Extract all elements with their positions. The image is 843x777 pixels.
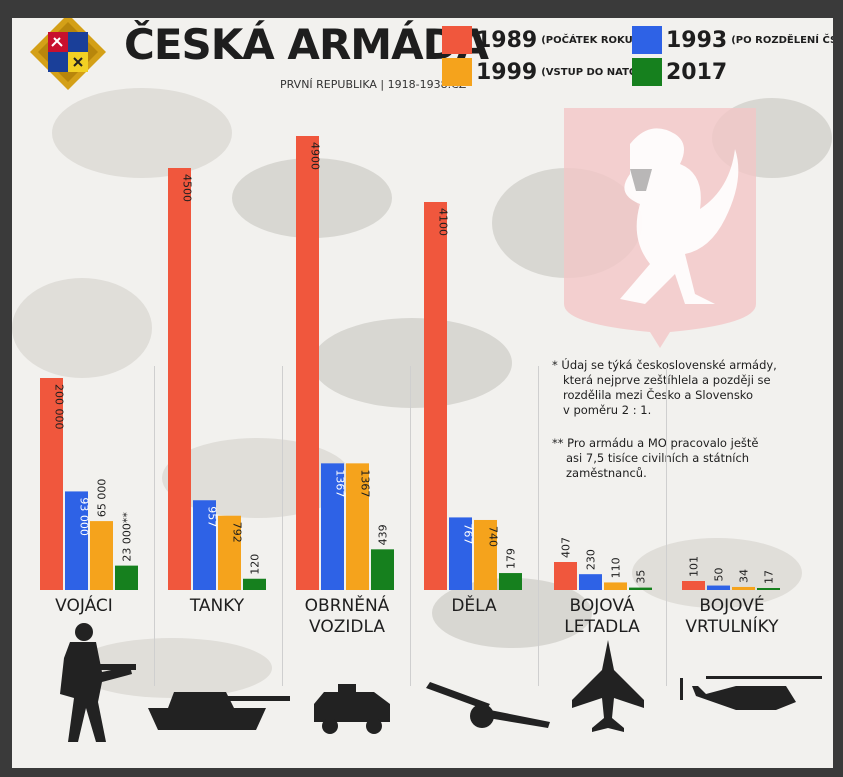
legend-note: (VSTUP DO NATO) — [541, 66, 643, 78]
lion-coat-of-arms-icon — [564, 108, 756, 348]
camo-shape — [12, 278, 152, 378]
value-label-tanky-1989: 4500 — [181, 174, 194, 202]
tank-icon — [148, 692, 290, 730]
bar-bojova-letadla-1993 — [579, 574, 602, 590]
value-label-bojova-letadla-1989: 407 — [560, 537, 573, 558]
value-label-vojaci-1989: 200 000 — [53, 384, 66, 430]
fighter-jet-icon — [572, 640, 644, 732]
legend-year: 2017 — [666, 59, 728, 85]
value-label-bojove-vrtulniky-1993: 50 — [713, 568, 726, 582]
bar-bojove-vrtulniky-2017 — [757, 588, 780, 590]
group-divider — [282, 366, 283, 686]
footnote-line: zaměstnanců. — [566, 466, 647, 480]
category-label-dela: DĚLA — [451, 596, 497, 616]
page-title: ČESKÁ ARMÁDA — [124, 20, 489, 69]
bar-bojova-letadla-2017 — [629, 587, 652, 590]
infographic-frame: ČESKÁ ARMÁDA PRVNÍ REPUBLIKA | 1918-1938… — [12, 18, 833, 768]
category-label-obrnena-vozidla: OBRNĚNÁ VOZIDLA — [304, 596, 390, 637]
bar-bojove-vrtulniky-1989 — [682, 581, 705, 590]
bar-obrnena-vozidla-1999 — [346, 463, 369, 590]
value-label-vojaci-1993: 93 000 — [78, 497, 91, 536]
bar-tanky-1993 — [193, 500, 216, 590]
legend-item-1999: 1999 (VSTUP DO NATO) — [442, 58, 642, 86]
legend-year: 1999 — [476, 59, 538, 85]
value-label-bojova-letadla-1993: 230 — [585, 549, 598, 570]
value-label-tanky-1993: 957 — [206, 506, 219, 527]
footnote-line: asi 7,5 tisíce civilních a státních — [566, 451, 750, 465]
value-label-bojove-vrtulniky-2017: 17 — [763, 570, 776, 584]
footnote-line: rozdělila mezi Česko a Slovensko — [563, 388, 754, 402]
legend-swatch — [632, 58, 662, 86]
bar-tanky-2017 — [243, 578, 266, 590]
value-label-bojove-vrtulniky-1999: 34 — [738, 569, 751, 583]
group-divider — [410, 366, 411, 686]
bar-obrnena-vozidla-1993 — [321, 463, 344, 590]
legend-year: 1993 — [666, 27, 728, 53]
helicopter-icon — [680, 676, 822, 710]
bar-dela-1993 — [449, 517, 472, 590]
artillery-icon — [426, 682, 550, 728]
bar-dela-1989 — [424, 202, 447, 590]
footnote-line: ** Pro armádu a MO pracovalo ještě — [552, 436, 759, 450]
group-divider — [154, 366, 155, 686]
footnote-line: * Údaj se týká československé armády, — [552, 358, 777, 372]
value-label-obrnena-vozidla-1989: 4900 — [309, 142, 322, 170]
value-label-bojova-letadla-1999: 110 — [610, 557, 623, 578]
bar-vojaci-1993 — [65, 491, 88, 590]
value-label-tanky-2017: 120 — [249, 554, 262, 575]
category-label-tanky: TANKY — [189, 596, 245, 616]
footnote-1: * Údaj se týká československé armády, kt… — [552, 358, 777, 418]
value-label-vojaci-2017: 23 000** — [121, 512, 134, 562]
bar-chart: 200 000 93 000 65 000 23 000** 4500 957 792 120… — [40, 136, 780, 590]
footnote-line: v poměru 2 : 1. — [563, 403, 652, 417]
value-label-bojove-vrtulniky-1989: 101 — [688, 556, 701, 577]
bar-obrnena-vozidla-2017 — [371, 549, 394, 590]
camo-shape — [632, 538, 802, 608]
value-label-obrnena-vozidla-1993: 1367 — [334, 469, 347, 497]
bar-dela-2017 — [499, 573, 522, 590]
bar-vojaci-1989 — [40, 378, 63, 590]
page-subtitle: PRVNÍ REPUBLIKA | 1918-1938.CZ — [280, 78, 467, 91]
legend-swatch — [442, 26, 472, 54]
legend-item-1989: 1989 (POČÁTEK ROKU)* — [442, 26, 643, 54]
legend-item-2017: 2017 — [632, 58, 727, 86]
category-label-bojova-letadla: BOJOVÁ LETADLA — [564, 596, 640, 637]
bar-obrnena-vozidla-1989 — [296, 136, 319, 590]
bar-bojova-letadla-1989 — [554, 562, 577, 590]
camo-shape — [52, 88, 232, 178]
camo-shape — [312, 318, 512, 408]
bar-tanky-1989 — [168, 168, 191, 590]
value-label-tanky-1999: 792 — [231, 522, 244, 543]
legend-item-1993: 1993 (PO ROZDĚLENÍ ČSR) — [632, 26, 833, 54]
bar-bojova-letadla-1999 — [604, 582, 627, 590]
category-label-vojaci: VOJÁCI — [55, 596, 113, 616]
army-emblem-icon — [30, 18, 106, 90]
bar-vojaci-1999 — [90, 521, 113, 590]
value-label-dela-1999: 740 — [487, 526, 500, 547]
group-divider — [538, 366, 539, 686]
bar-vojaci-2017 — [115, 565, 138, 590]
bar-tanky-1999 — [218, 515, 241, 590]
value-label-dela-2017: 179 — [505, 548, 518, 569]
category-label-bojove-vrtulniky: BOJOVÉ VRTULNÍKY — [685, 596, 779, 637]
bar-bojove-vrtulniky-1999 — [732, 586, 755, 590]
value-label-dela-1989: 4100 — [437, 208, 450, 236]
group-divider — [666, 366, 667, 686]
legend-swatch — [442, 58, 472, 86]
value-label-bojova-letadla-2017: 35 — [635, 570, 648, 584]
value-label-obrnena-vozidla-2017: 439 — [377, 524, 390, 545]
value-label-vojaci-1999: 65 000 — [96, 479, 109, 517]
value-label-obrnena-vozidla-1999: 1367 — [359, 469, 372, 497]
bar-dela-1999 — [474, 519, 497, 590]
value-label-dela-1993: 767 — [462, 523, 475, 544]
bar-bojove-vrtulniky-1993 — [707, 585, 730, 590]
legend-year: 1989 — [476, 27, 538, 53]
legend-note: (POČÁTEK ROKU)* — [541, 34, 643, 46]
legend-swatch — [632, 26, 662, 54]
soldier-icon — [60, 623, 136, 742]
legend-note: (PO ROZDĚLENÍ ČSR) — [731, 34, 833, 46]
armored-vehicle-icon — [314, 684, 390, 734]
footnote-2: ** Pro armádu a MO pracovalo ještě asi 7… — [552, 436, 758, 481]
